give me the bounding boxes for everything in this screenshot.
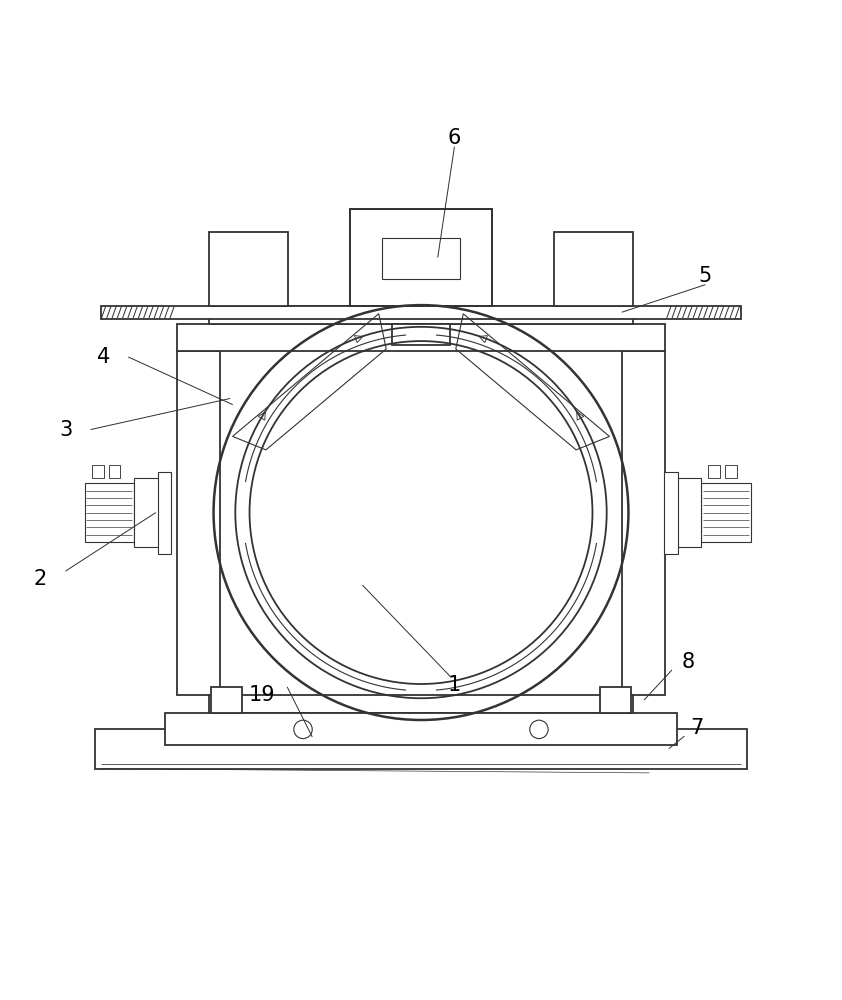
Bar (157, 472, 171, 554)
Text: 2: 2 (34, 569, 47, 589)
Bar (95, 729, 747, 769)
Text: 4: 4 (97, 347, 109, 367)
Bar (92, 465, 104, 478)
Bar (209, 306, 633, 324)
Bar (664, 472, 678, 554)
Bar (177, 351, 221, 695)
Text: 8: 8 (682, 652, 695, 672)
Bar (621, 351, 665, 695)
Bar (209, 695, 633, 713)
Bar (177, 324, 665, 351)
Bar (209, 232, 288, 306)
Bar (164, 713, 678, 745)
Text: 19: 19 (248, 685, 275, 705)
Bar (85, 483, 134, 542)
Bar (392, 324, 450, 345)
Bar (102, 306, 740, 319)
Bar (134, 478, 164, 547)
Bar (210, 687, 242, 713)
Bar (671, 478, 701, 547)
Bar (701, 483, 750, 542)
Bar (554, 232, 633, 306)
Text: 5: 5 (699, 266, 712, 286)
Bar (725, 465, 737, 478)
Text: 1: 1 (448, 675, 461, 695)
Text: 6: 6 (448, 128, 461, 148)
Bar (600, 687, 632, 713)
Bar (350, 209, 492, 306)
Text: 3: 3 (59, 420, 72, 440)
Bar (109, 465, 120, 478)
Bar (708, 465, 720, 478)
Text: 7: 7 (690, 718, 704, 738)
Bar (382, 238, 460, 279)
